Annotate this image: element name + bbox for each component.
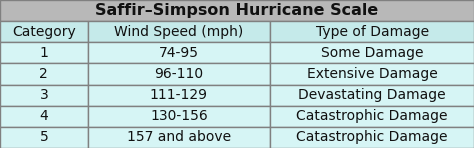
Text: 4: 4 (39, 109, 48, 123)
Bar (88, 85, 270, 106)
Bar (88, 127, 270, 148)
Bar (88, 42, 270, 63)
Text: Wind Speed (mph): Wind Speed (mph) (114, 25, 244, 39)
Text: Type of Damage: Type of Damage (316, 25, 428, 39)
Bar (88, 21, 270, 42)
Text: Saffir–Simpson Hurricane Scale: Saffir–Simpson Hurricane Scale (95, 3, 379, 18)
Text: 3: 3 (39, 88, 48, 102)
Bar (0, 85, 88, 106)
Bar (0, 106, 88, 127)
Bar (270, 127, 474, 148)
Text: 157 and above: 157 and above (127, 130, 231, 144)
Text: Catastrophic Damage: Catastrophic Damage (296, 130, 448, 144)
Text: 5: 5 (39, 130, 48, 144)
Bar (0, 21, 88, 42)
Bar (270, 21, 474, 42)
Text: 130-156: 130-156 (150, 109, 208, 123)
Text: 111-129: 111-129 (150, 88, 208, 102)
Bar (0, 0, 474, 21)
Bar (270, 63, 474, 85)
Bar (270, 106, 474, 127)
Text: Some Damage: Some Damage (321, 46, 423, 60)
Text: Devastating Damage: Devastating Damage (298, 88, 446, 102)
Bar (0, 127, 88, 148)
Bar (0, 42, 88, 63)
Bar (0, 63, 88, 85)
Text: Catastrophic Damage: Catastrophic Damage (296, 109, 448, 123)
Bar (270, 85, 474, 106)
Bar (88, 106, 270, 127)
Text: Category: Category (12, 25, 76, 39)
Text: 74-95: 74-95 (159, 46, 199, 60)
Text: 96-110: 96-110 (155, 67, 203, 81)
Text: 2: 2 (39, 67, 48, 81)
Text: Extensive Damage: Extensive Damage (307, 67, 438, 81)
Bar (270, 42, 474, 63)
Bar (88, 63, 270, 85)
Text: 1: 1 (39, 46, 48, 60)
